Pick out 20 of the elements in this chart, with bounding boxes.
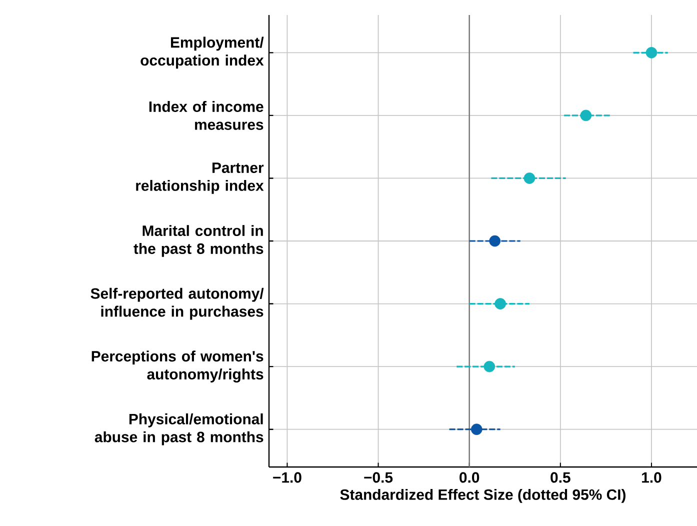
- y-tick-label: Index of income measures: [149, 100, 264, 130]
- point: [580, 110, 592, 122]
- x-tick-label: 0.0: [460, 472, 480, 483]
- point: [470, 424, 482, 436]
- point: [646, 46, 658, 58]
- y-tick-label: Perceptions of women's autonomy/rights: [92, 350, 264, 383]
- y-tick-label: Marital control in the past 8 months: [134, 225, 264, 257]
- x-tick-label: −0.5: [364, 472, 393, 483]
- y-tick-label: Employment/ occupation index: [140, 36, 264, 69]
- y-tick-label: Self-reported autonomy/ influence in purchases: [90, 288, 264, 320]
- x-axis-title: Standardized Effect Size (dotted 95% CI): [340, 488, 626, 503]
- x-tick-label: 0.5: [550, 472, 570, 483]
- y-tick-label: Physical/emotional abuse in past 8 months: [94, 413, 264, 446]
- point: [489, 235, 501, 247]
- point: [494, 298, 506, 310]
- point: [484, 360, 496, 372]
- y-tick-label: Partner relationship index: [136, 162, 264, 194]
- x-tick-label: −1.0: [273, 472, 302, 483]
- point: [524, 172, 536, 184]
- x-tick-label: 1.0: [642, 472, 662, 483]
